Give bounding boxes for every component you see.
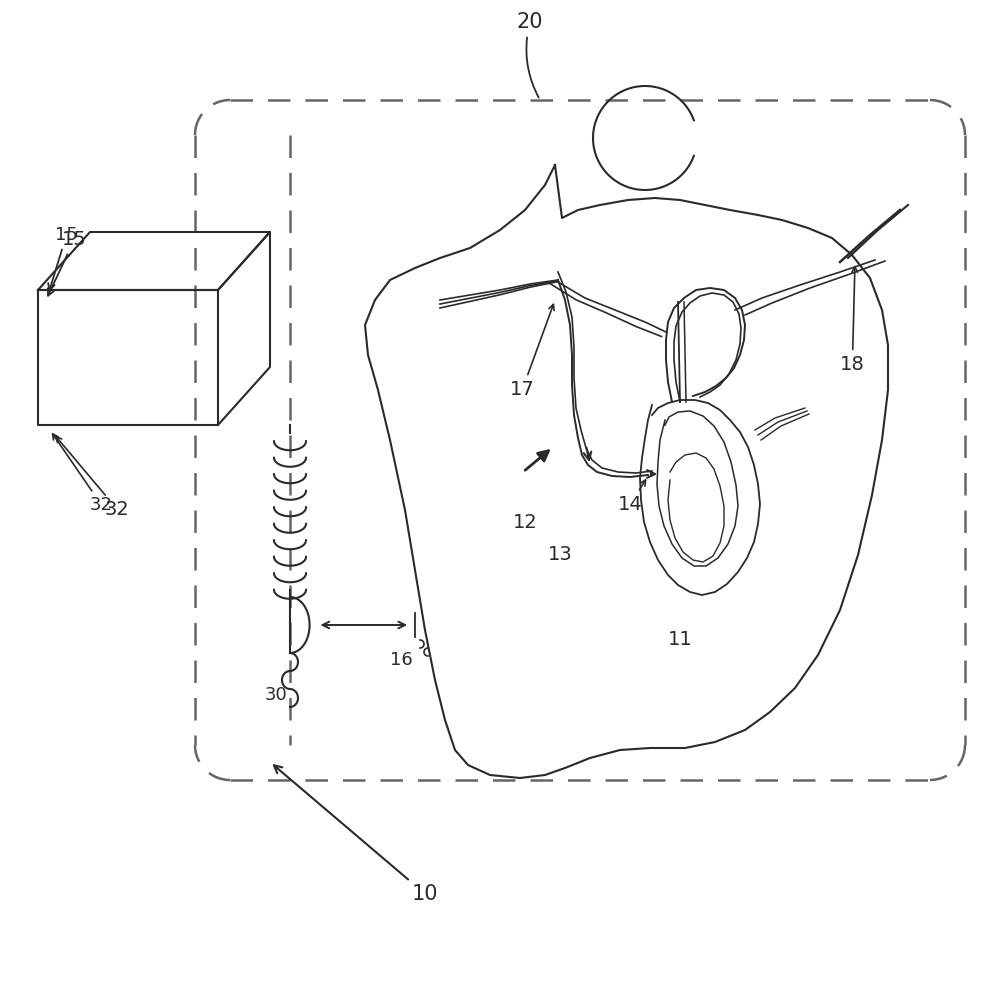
Text: 13: 13 [548, 545, 573, 564]
Text: 12: 12 [513, 513, 538, 532]
Text: 10: 10 [274, 765, 438, 904]
Text: 30: 30 [265, 686, 288, 704]
Text: 32: 32 [56, 437, 130, 519]
Text: 11: 11 [668, 630, 693, 649]
Text: 17: 17 [510, 304, 554, 399]
Text: 18: 18 [840, 266, 865, 374]
Text: 32: 32 [53, 434, 113, 514]
Text: 15: 15 [48, 226, 78, 290]
Text: 20: 20 [517, 12, 543, 98]
Text: 15: 15 [48, 230, 87, 296]
Text: 16: 16 [390, 651, 413, 669]
Text: 14: 14 [618, 480, 646, 514]
